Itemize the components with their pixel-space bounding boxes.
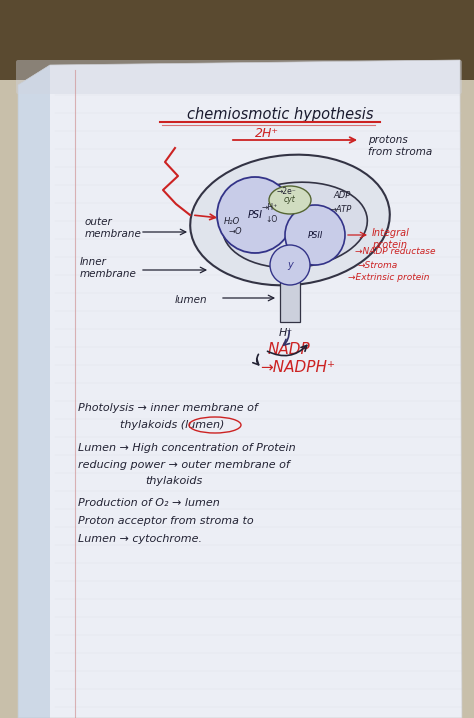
Text: ADP: ADP (333, 192, 350, 200)
Text: lumen: lumen (175, 295, 208, 305)
Text: Proton acceptor from stroma to: Proton acceptor from stroma to (78, 516, 254, 526)
Text: →2e⁻: →2e⁻ (277, 187, 297, 197)
Text: H⁺: H⁺ (279, 328, 293, 338)
Text: →Extrinsic protein: →Extrinsic protein (348, 274, 429, 282)
Text: →NADP reductase: →NADP reductase (355, 248, 436, 256)
Circle shape (217, 177, 293, 253)
Text: Photolysis → inner membrane of: Photolysis → inner membrane of (78, 403, 258, 413)
Text: H₂O: H₂O (224, 218, 240, 226)
Text: 2H⁺: 2H⁺ (255, 127, 279, 140)
Polygon shape (0, 0, 474, 80)
Text: Lumen → High concentration of Protein: Lumen → High concentration of Protein (78, 443, 296, 453)
Polygon shape (0, 80, 474, 718)
Text: Integral
protein: Integral protein (372, 228, 410, 250)
Text: chemiosmotic hypothesis: chemiosmotic hypothesis (187, 108, 373, 123)
Text: Inner
membrane: Inner membrane (80, 257, 137, 279)
Text: NADP: NADP (268, 342, 311, 358)
Circle shape (285, 205, 345, 265)
Text: thylakoids (lumen): thylakoids (lumen) (120, 420, 224, 430)
Text: →Stroma: →Stroma (358, 261, 398, 269)
Text: ↓O: ↓O (265, 215, 277, 225)
Text: outer
membrane: outer membrane (85, 218, 142, 239)
Polygon shape (18, 60, 462, 718)
Ellipse shape (269, 186, 311, 214)
Text: protons
from stroma: protons from stroma (368, 135, 432, 157)
FancyBboxPatch shape (280, 282, 300, 322)
Text: →H⁺: →H⁺ (262, 202, 278, 212)
Text: Lumen → cytochrome.: Lumen → cytochrome. (78, 534, 202, 544)
Ellipse shape (190, 154, 390, 285)
FancyBboxPatch shape (16, 60, 462, 94)
Text: Production of O₂ → lumen: Production of O₂ → lumen (78, 498, 220, 508)
Text: PSI: PSI (247, 210, 263, 220)
Text: y: y (287, 260, 293, 270)
Text: PSII: PSII (307, 230, 323, 240)
Text: reducing power → outer membrane of: reducing power → outer membrane of (78, 460, 290, 470)
Text: thylakoids: thylakoids (145, 476, 202, 486)
Text: →NADPH⁺: →NADPH⁺ (260, 360, 335, 376)
Text: cyt: cyt (284, 195, 296, 205)
Polygon shape (18, 65, 50, 718)
Text: →O: →O (228, 228, 242, 236)
Ellipse shape (223, 182, 367, 268)
Circle shape (270, 245, 310, 285)
Text: →ATP: →ATP (330, 205, 352, 215)
